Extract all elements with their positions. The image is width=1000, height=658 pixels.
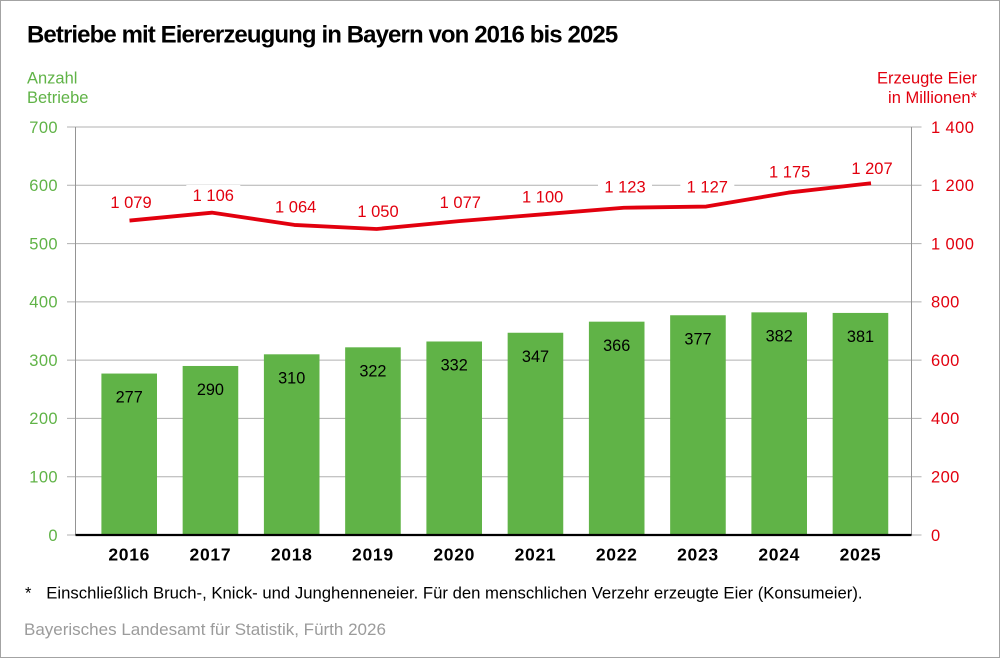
svg-text:2020: 2020: [433, 545, 475, 565]
svg-text:2022: 2022: [596, 545, 638, 565]
svg-text:2017: 2017: [190, 545, 232, 565]
svg-text:0: 0: [931, 527, 941, 545]
svg-text:347: 347: [522, 348, 549, 366]
svg-text:332: 332: [441, 357, 468, 375]
svg-text:290: 290: [197, 381, 224, 399]
svg-text:200: 200: [29, 410, 58, 428]
svg-text:Einschließlich Bruch-, Knick-: Einschließlich Bruch-, Knick- und Junghe…: [46, 584, 862, 603]
svg-text:800: 800: [931, 294, 960, 312]
svg-text:in Millionen*: in Millionen*: [888, 89, 978, 107]
svg-text:1 100: 1 100: [522, 189, 563, 207]
svg-text:Bayerisches Landesamt für Stat: Bayerisches Landesamt für Statistik, Für…: [24, 620, 386, 639]
svg-text:600: 600: [29, 177, 58, 195]
svg-text:100: 100: [29, 469, 58, 487]
svg-text:1 106: 1 106: [193, 187, 234, 205]
svg-text:2023: 2023: [677, 545, 719, 565]
svg-text:2021: 2021: [515, 545, 557, 565]
svg-text:1 077: 1 077: [440, 194, 481, 212]
svg-text:2018: 2018: [271, 545, 313, 565]
svg-text:2016: 2016: [108, 545, 150, 565]
svg-text:310: 310: [278, 370, 305, 388]
svg-text:322: 322: [359, 363, 386, 381]
svg-text:Erzeugte Eier: Erzeugte Eier: [877, 70, 977, 88]
svg-text:300: 300: [29, 352, 58, 370]
svg-text:1 123: 1 123: [604, 179, 645, 197]
svg-text:366: 366: [603, 337, 630, 355]
svg-text:400: 400: [29, 294, 58, 312]
svg-text:400: 400: [931, 410, 960, 428]
svg-text:1 127: 1 127: [687, 179, 728, 197]
svg-text:2019: 2019: [352, 545, 394, 565]
svg-text:1 200: 1 200: [931, 177, 974, 195]
svg-text:*: *: [25, 585, 32, 603]
svg-text:1 400: 1 400: [931, 119, 974, 137]
svg-text:600: 600: [931, 352, 960, 370]
svg-text:0: 0: [48, 527, 58, 545]
svg-text:2024: 2024: [758, 545, 800, 565]
svg-text:1 207: 1 207: [851, 160, 892, 178]
svg-text:Betriebe mit Eiererzeugung in: Betriebe mit Eiererzeugung in Bayern von…: [27, 22, 618, 49]
svg-text:377: 377: [684, 331, 711, 349]
svg-text:277: 277: [116, 389, 143, 407]
svg-text:1 175: 1 175: [769, 164, 810, 182]
svg-text:1 000: 1 000: [931, 235, 974, 253]
svg-text:Anzahl: Anzahl: [27, 70, 77, 88]
svg-text:500: 500: [29, 235, 58, 253]
svg-text:381: 381: [847, 328, 874, 346]
svg-text:1 050: 1 050: [357, 203, 398, 221]
svg-text:382: 382: [766, 328, 793, 346]
svg-text:2025: 2025: [840, 545, 882, 565]
svg-text:Betriebe: Betriebe: [27, 89, 88, 107]
svg-text:700: 700: [29, 119, 58, 137]
svg-text:1 064: 1 064: [275, 199, 316, 217]
svg-text:200: 200: [931, 469, 960, 487]
svg-text:1 079: 1 079: [110, 194, 151, 212]
